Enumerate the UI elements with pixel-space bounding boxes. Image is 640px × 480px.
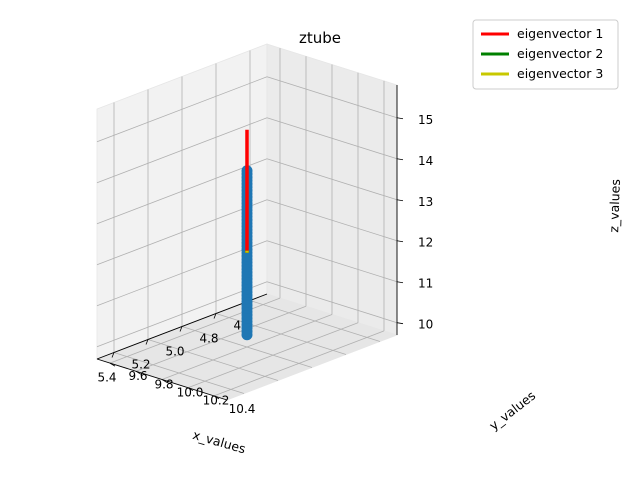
y-axis-label: y_values xyxy=(486,388,538,433)
y-tick-label: 9.6 xyxy=(128,369,147,383)
grid-line-y-floor xyxy=(187,322,359,389)
y-tick-label: 10.4 xyxy=(229,402,256,416)
grid-line-y-floor xyxy=(161,314,333,380)
z-tick-label: 10 xyxy=(418,318,433,332)
grid-line-z-left xyxy=(96,76,268,143)
grid-line-z-back xyxy=(266,117,398,160)
y-tick-label: 10.0 xyxy=(177,386,204,400)
grid-line-z-left xyxy=(96,117,268,184)
tick-labels: 4.64.85.05.25.49.69.810.010.210.41011121… xyxy=(97,113,433,416)
x-tick-label: 5.2 xyxy=(131,358,150,372)
y-tick-mark xyxy=(161,379,168,383)
data-layer xyxy=(241,129,253,341)
y-tick-mark xyxy=(135,370,142,375)
y-tick-mark xyxy=(109,362,116,367)
y-tick-mark xyxy=(187,387,194,392)
grid-line-z-left xyxy=(96,281,268,348)
z-tick-mark xyxy=(396,240,404,243)
z-tick-mark xyxy=(396,281,404,284)
grid-line-z-back xyxy=(266,199,398,242)
tick-marks xyxy=(109,117,404,400)
grid-line-z-left xyxy=(96,240,268,307)
x-tick-mark xyxy=(213,313,217,319)
chart-title: ztube xyxy=(299,29,341,47)
grid-line-y-floor xyxy=(135,305,307,372)
grid-line-z-back xyxy=(266,158,398,201)
legend-frame xyxy=(472,19,619,90)
legend-label-eigenvector-3: eigenvector 3 xyxy=(517,66,603,81)
grid-line-z-left xyxy=(96,199,268,266)
grid-line-z-back xyxy=(266,240,398,283)
z-axis-label: z_values xyxy=(606,179,623,233)
y-tick-label: 10.2 xyxy=(203,394,230,408)
x-tick-label: 5.0 xyxy=(165,345,184,359)
legend: eigenvector 1 eigenvector 2 eigenvector … xyxy=(472,19,619,90)
grid-line-z-back xyxy=(266,76,398,119)
grid-line-z-back xyxy=(266,281,398,324)
z-tick-mark xyxy=(396,117,404,120)
z-tick-label: 13 xyxy=(418,195,433,209)
x-tick-mark xyxy=(179,326,183,332)
legend-label-eigenvector-2: eigenvector 2 xyxy=(517,46,603,61)
grid-line-y-floor xyxy=(213,330,385,397)
z-tick-mark xyxy=(396,322,404,325)
z-tick-label: 14 xyxy=(418,154,433,168)
z-tick-mark xyxy=(396,158,404,161)
x-tick-label: 5.4 xyxy=(97,371,116,385)
legend-label-eigenvector-1: eigenvector 1 xyxy=(517,26,603,41)
y-tick-label: 9.8 xyxy=(154,377,173,391)
x-tick-mark xyxy=(111,352,115,358)
y-tick-mark xyxy=(213,395,220,400)
z-tick-mark xyxy=(396,199,404,202)
x-tick-label: 4.8 xyxy=(199,332,218,346)
grid-line-z-left xyxy=(96,158,268,225)
z-tick-label: 11 xyxy=(418,277,433,291)
z-tick-label: 12 xyxy=(418,236,433,250)
z-tick-label: 15 xyxy=(418,113,433,127)
x-tick-mark xyxy=(145,339,149,345)
x-axis-label: x_values xyxy=(191,427,247,456)
